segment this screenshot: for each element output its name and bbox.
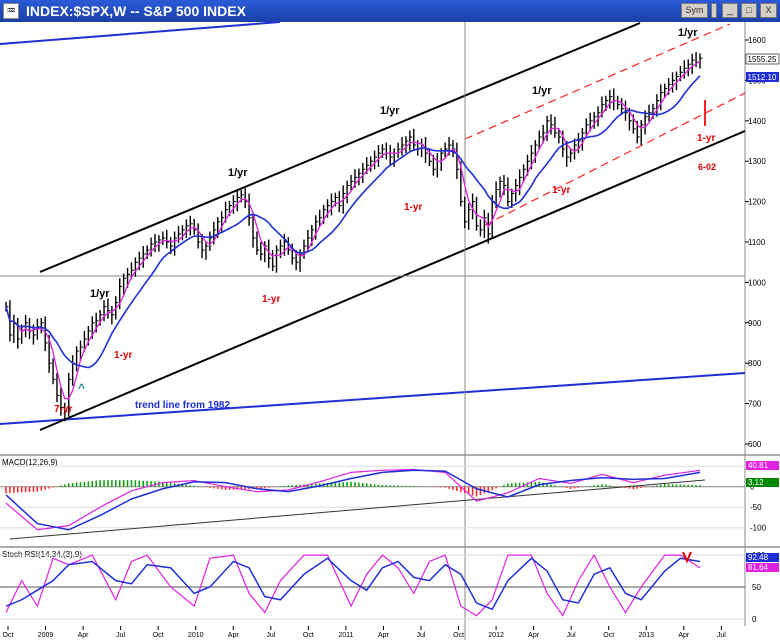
price-tick-label: 800 xyxy=(748,359,762,368)
annotation-1yr-high-2013: 1/yr xyxy=(678,27,698,39)
macd-trendline xyxy=(9,479,706,540)
time-tick-label: Jul xyxy=(567,632,576,639)
price-tick-label: 700 xyxy=(748,400,762,409)
maximize-button[interactable]: □ xyxy=(741,3,757,18)
last-price-badge xyxy=(745,53,780,65)
macd-signal-line xyxy=(5,469,701,531)
signal-value-badge xyxy=(746,478,779,487)
time-tick-label: Oct xyxy=(153,632,164,639)
macd-label: MACD(12,26,9) xyxy=(2,458,58,467)
time-tick-label: Jul xyxy=(116,632,125,639)
dashed-channel-lower xyxy=(484,92,746,226)
time-tick-label: Jul xyxy=(266,632,275,639)
d-value: 81.64 xyxy=(748,563,769,572)
price-axis-panel xyxy=(745,22,780,454)
time-tick-label: 2010 xyxy=(188,632,204,639)
time-tick-label: Jul xyxy=(417,632,426,639)
annotation-1yr-low-2010: 1-yr xyxy=(262,294,280,305)
annotation-1yr-high-2012: 1/yr xyxy=(532,85,552,97)
sym-button[interactable]: Sym xyxy=(681,3,708,18)
time-tick-label: Oct xyxy=(3,632,14,639)
title-bar[interactable]: ♒ INDEX:$SPX,W -- S&P 500 INDEX Sym _ □ … xyxy=(0,0,780,22)
macd-value: 40.81 xyxy=(748,461,769,470)
annotation-1yr-low-2012: 1-yr xyxy=(552,185,570,196)
k-value: 92.48 xyxy=(748,553,769,562)
price-tick-label: 1400 xyxy=(748,117,766,126)
stochrsi-v-marker xyxy=(682,551,692,564)
annotation-1yr-low-2011: 1-yr xyxy=(404,202,422,213)
price-tick-label: 1200 xyxy=(748,198,766,207)
annotation-1yr-high-2010: 1/yr xyxy=(228,167,248,179)
time-tick-label: 2009 xyxy=(38,632,54,639)
stochrsi-tick-label: 0 xyxy=(752,615,757,624)
time-tick-label: Apr xyxy=(528,632,540,639)
price-tick-label: 600 xyxy=(748,440,762,449)
price-gridlines xyxy=(745,39,749,445)
macd-line xyxy=(5,468,701,531)
channel-lower-line xyxy=(39,130,746,431)
time-axis-panel xyxy=(0,626,780,642)
time-tick-label: Apr xyxy=(78,632,90,639)
minimize-button[interactable]: _ xyxy=(722,3,738,18)
annotation-caret: ^ xyxy=(78,381,85,395)
macd-tick-label: -50 xyxy=(750,503,762,512)
annotation-1yr-high-2009: 1/yr xyxy=(90,288,110,300)
trendline-1982 xyxy=(0,372,746,425)
time-tick-label: 2011 xyxy=(338,632,353,639)
price-tick-label: 1600 xyxy=(748,36,766,45)
price-tick-label: 1000 xyxy=(748,278,766,287)
channel-upper-line xyxy=(39,22,641,273)
separator-button[interactable] xyxy=(711,3,717,18)
stochrsi-k-line xyxy=(5,553,701,617)
annotation-trendline-1982: trend line from 1982 xyxy=(135,400,230,411)
stochrsi-d-line xyxy=(5,557,701,611)
macd-axis-panel xyxy=(745,456,780,546)
slow-moving-average xyxy=(5,75,701,369)
fast-moving-average xyxy=(5,60,701,400)
price-tick-label: 1100 xyxy=(748,238,766,247)
time-tick-label: Apr xyxy=(378,632,390,639)
time-tick-label: Jul xyxy=(717,632,726,639)
annotation-7yr: 7-yr xyxy=(54,404,72,415)
time-tick-label: Oct xyxy=(453,632,464,639)
last-price-value: 1555.25 xyxy=(748,55,777,64)
price-tick-label: 900 xyxy=(748,319,762,328)
time-axis: Oct 2009 Apr Jul Oct 2010 Apr Jul Oct 2011 Apr Jul O… xyxy=(3,626,726,639)
annotation-1yr-low-2009: 1-yr xyxy=(114,350,132,361)
annotation-1yr-high-2011: 1/yr xyxy=(380,105,400,117)
app-icon: ♒ xyxy=(3,3,19,19)
close-button[interactable]: X xyxy=(760,3,777,18)
macd-tick-label: 0 xyxy=(750,483,755,492)
ma-value: 1512.10 xyxy=(748,73,777,82)
signal-value: 3.12 xyxy=(748,478,764,487)
time-tick-label: 2013 xyxy=(638,632,654,639)
stochrsi-label: Stoch RSI(14,34,(3),9) xyxy=(2,550,82,559)
ma-value-badge xyxy=(746,72,779,82)
macd-value-badge xyxy=(746,461,779,470)
annotation-6-02: 6-02 xyxy=(698,162,716,172)
time-tick-label: Oct xyxy=(603,632,614,639)
trendline-top-blue xyxy=(0,22,281,45)
macd-tick-label: -100 xyxy=(750,524,767,533)
time-tick-label: Apr xyxy=(228,632,240,639)
time-tick-label: Apr xyxy=(678,632,690,639)
chart-area[interactable]: 6007008009001000110012001300140015001600… xyxy=(0,22,780,642)
price-bars xyxy=(5,52,703,422)
dashed-channel-upper xyxy=(464,23,731,140)
time-tick-label: 2012 xyxy=(488,632,504,639)
price-panel[interactable] xyxy=(0,22,745,454)
k-value-badge xyxy=(746,553,779,562)
d-value-badge xyxy=(746,563,779,572)
time-tick-label: Oct xyxy=(303,632,314,639)
annotation-1yr-projection: 1-yr xyxy=(697,133,715,144)
stochrsi-tick-label: 50 xyxy=(752,583,761,592)
window-title: INDEX:$SPX,W -- S&P 500 INDEX xyxy=(26,3,246,19)
price-tick-label: 1300 xyxy=(748,157,766,166)
